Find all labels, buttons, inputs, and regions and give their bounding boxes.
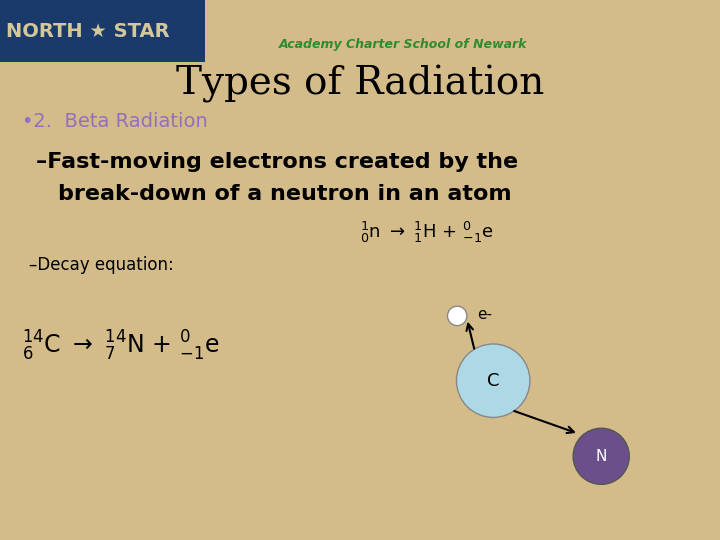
Text: •2.  Beta Radiation: •2. Beta Radiation (22, 112, 207, 131)
Text: C: C (487, 372, 500, 390)
Ellipse shape (573, 428, 629, 484)
Text: $^{14}_{6}$C $\rightarrow$ $^{14}_{7}$N + $^{0}_{-1}$e: $^{14}_{6}$C $\rightarrow$ $^{14}_{7}$N … (22, 328, 219, 363)
Text: –Fast-moving electrons created by the: –Fast-moving electrons created by the (36, 152, 518, 172)
Text: Types of Radiation: Types of Radiation (176, 65, 544, 103)
Ellipse shape (456, 344, 530, 417)
FancyBboxPatch shape (0, 0, 205, 62)
Text: N: N (595, 449, 607, 464)
Text: Academy Charter School of Newark: Academy Charter School of Newark (279, 38, 528, 51)
Text: NORTH ★ STAR: NORTH ★ STAR (6, 22, 169, 40)
Ellipse shape (447, 306, 467, 326)
Text: e-: e- (477, 307, 492, 322)
Text: $^{1}_{0}$n $\rightarrow$ $^{1}_{1}$H + $^{0}_{-1}$e: $^{1}_{0}$n $\rightarrow$ $^{1}_{1}$H + … (360, 220, 494, 245)
Text: –Decay equation:: –Decay equation: (29, 255, 174, 274)
Text: break-down of a neutron in an atom: break-down of a neutron in an atom (58, 184, 511, 205)
